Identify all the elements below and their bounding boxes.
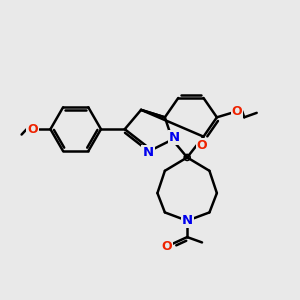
Text: N: N [169, 131, 180, 144]
Text: O: O [162, 239, 172, 253]
Text: N: N [142, 146, 154, 159]
Text: N: N [182, 214, 193, 226]
Text: O: O [232, 105, 242, 118]
Text: O: O [197, 139, 208, 152]
Text: O: O [27, 123, 38, 136]
